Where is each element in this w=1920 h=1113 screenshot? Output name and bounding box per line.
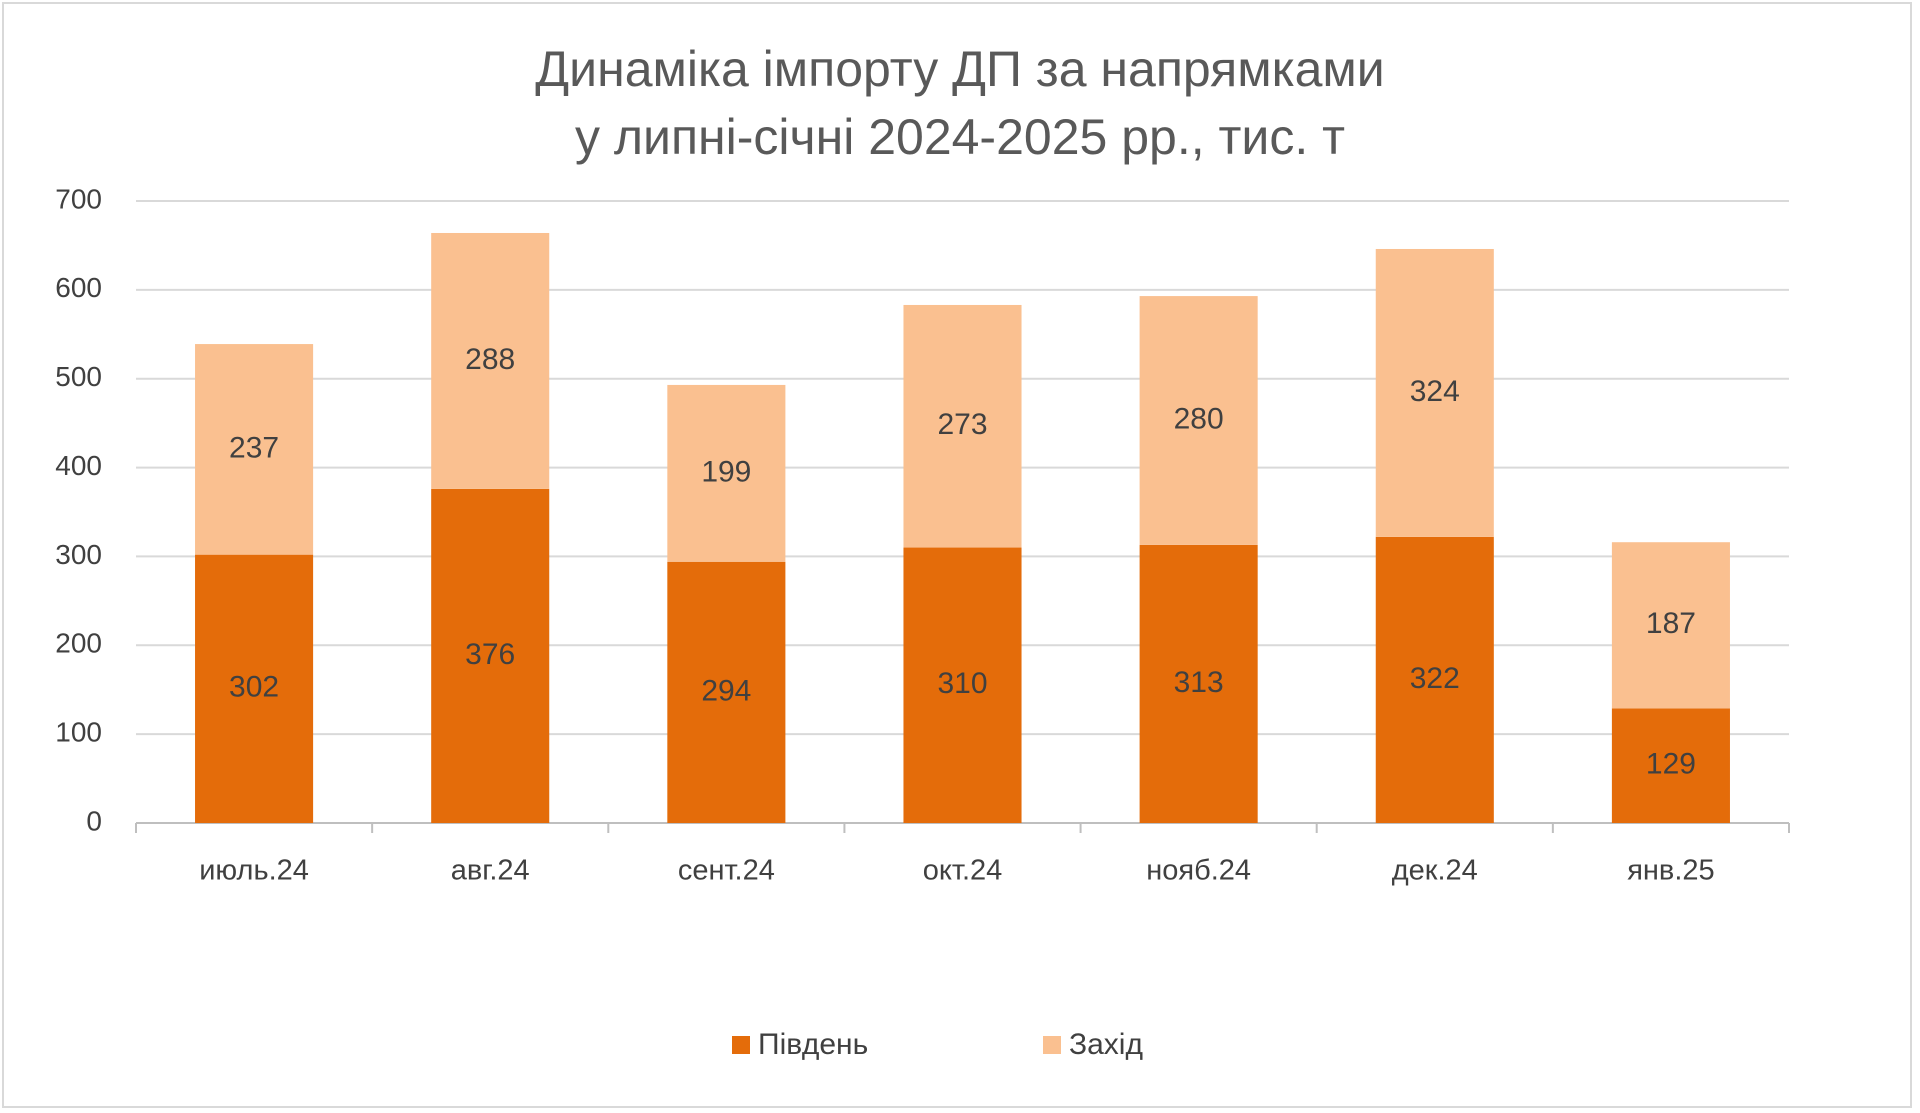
y-tick-label: 0 [86,805,102,836]
legend-label: Південь [758,1028,868,1061]
x-tick-label: окт.24 [923,855,1003,887]
bar-segment [1139,296,1258,545]
bar-segment [1139,544,1258,823]
data-label: 310 [937,667,987,700]
data-label: 237 [229,431,279,464]
data-label: 288 [465,343,515,376]
x-tick-label: сент.24 [678,855,775,887]
bar-segment [1611,542,1730,709]
x-tick-label: янв.25 [1627,855,1714,887]
y-tick-label: 600 [55,272,102,303]
data-label: 313 [1174,666,1224,699]
y-tick-label: 100 [55,717,102,748]
data-label: 324 [1410,375,1460,408]
data-label: 129 [1646,748,1696,781]
bar-segment [1611,708,1730,823]
y-tick-label: 500 [55,361,102,392]
data-label: 199 [701,455,751,488]
bar-segment [195,554,314,823]
legend-swatch [1043,1036,1061,1054]
data-label: 376 [465,638,515,671]
y-tick-label: 400 [55,450,102,481]
y-tick-label: 200 [55,628,102,659]
data-label: 280 [1174,402,1224,435]
x-tick-label: нояб.24 [1146,855,1251,887]
chart-title: у липні-січні 2024-2025 рр., тис. т [575,109,1345,165]
x-tick-label: дек.24 [1392,855,1478,887]
bar-segment [431,488,550,823]
bar-segment [431,232,550,489]
bar-segment [1375,248,1494,537]
bar-segment [903,304,1022,548]
x-tick-label: авг.24 [451,855,530,887]
bar-segment [1375,536,1494,823]
x-tick-label: июль.24 [199,855,309,887]
data-label: 322 [1410,662,1460,695]
data-label: 273 [937,408,987,441]
bar-segment [195,344,314,555]
bar-segment [903,547,1022,823]
bar-segment [667,384,786,562]
data-label: 187 [1646,607,1696,640]
data-label: 294 [701,674,751,707]
chart-title: Динаміка імпорту ДП за напрямками [535,41,1384,97]
legend-label: Захід [1069,1028,1143,1061]
legend-swatch [732,1036,750,1054]
y-tick-label: 300 [55,539,102,570]
data-label: 302 [229,671,279,704]
bar-segment [667,561,786,823]
y-tick-label: 700 [55,183,102,214]
